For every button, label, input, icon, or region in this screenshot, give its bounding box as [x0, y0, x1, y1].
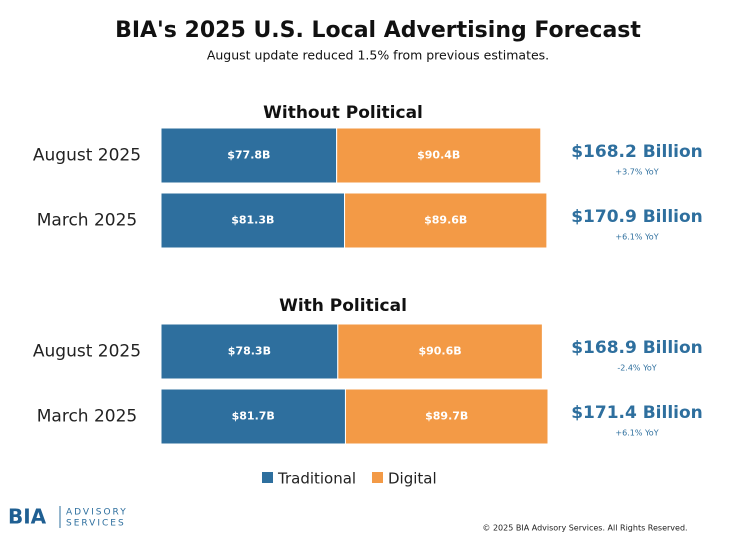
chart-title: Without Political	[263, 103, 423, 123]
bar-segment	[344, 192, 548, 249]
category-label: March 2025	[37, 407, 138, 427]
logo-name: BIA	[8, 505, 47, 529]
page-subtitle: August update reduced 1.5% from previous…	[207, 48, 549, 63]
total-label: $171.4 Billion	[571, 403, 703, 423]
yoy-label: +6.1% YoY	[615, 429, 658, 438]
total-label: $168.2 Billion	[571, 142, 703, 162]
category-label: August 2025	[33, 146, 141, 166]
yoy-label: +6.1% YoY	[615, 233, 658, 242]
legend-label: Digital	[388, 470, 437, 488]
value-label: $78.3B	[228, 345, 271, 358]
yoy-label: -2.4% YoY	[617, 364, 656, 373]
value-label: $90.4B	[417, 149, 460, 162]
page-title: BIA's 2025 U.S. Local Advertising Foreca…	[115, 18, 641, 43]
value-label: $81.7B	[232, 410, 275, 423]
category-label: March 2025	[37, 211, 138, 231]
logo-tagline: SERVICES	[66, 519, 126, 529]
bar-segment	[336, 127, 542, 184]
total-label: $168.9 Billion	[571, 338, 703, 358]
total-label: $170.9 Billion	[571, 207, 703, 227]
bar-segment	[160, 127, 338, 184]
yoy-label: +3.7% YoY	[615, 168, 658, 177]
value-label: $81.3B	[231, 214, 274, 227]
chart-title: With Political	[279, 296, 407, 316]
copyright: © 2025 BIA Advisory Services. All Rights…	[482, 524, 687, 533]
legend-label: Traditional	[277, 470, 356, 488]
legend-swatch	[262, 472, 273, 483]
value-label: $90.6B	[418, 345, 461, 358]
value-label: $89.6B	[424, 214, 467, 227]
value-label: $77.8B	[227, 149, 270, 162]
value-label: $89.7B	[425, 410, 468, 423]
bar-segment	[344, 388, 549, 445]
bar-segment	[337, 323, 543, 380]
category-label: August 2025	[33, 342, 141, 362]
bar-segment	[160, 192, 346, 249]
legend-swatch	[372, 472, 383, 483]
logo-tagline: ADVISORY	[66, 508, 128, 518]
